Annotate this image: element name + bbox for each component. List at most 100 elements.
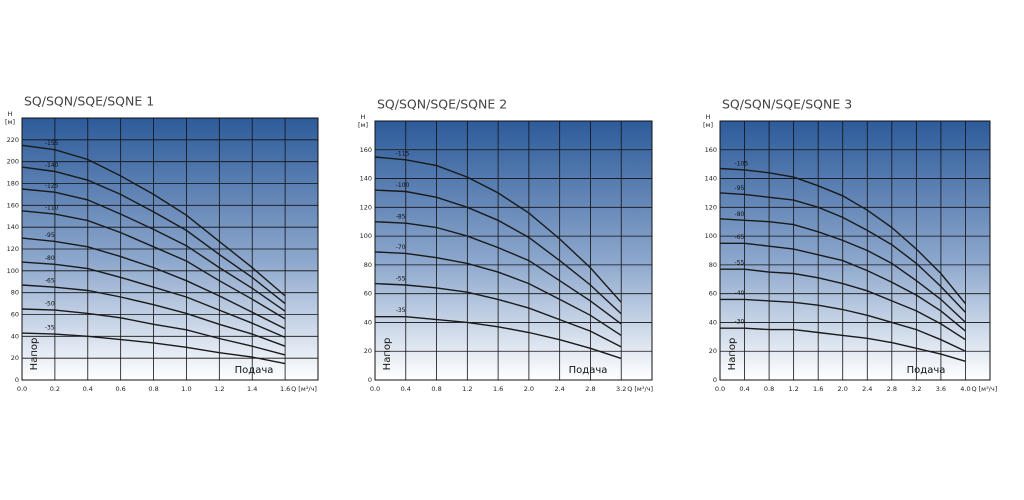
x-axis-label: Q [м³/ч] [627, 385, 653, 393]
curve-label: -40 [735, 290, 745, 297]
curve [720, 268, 966, 341]
curve [374, 282, 622, 348]
curve-label: -100 [396, 182, 410, 189]
y-tick-label: 180 [7, 180, 19, 188]
y-tick-label: 120 [7, 245, 19, 253]
curve [374, 221, 622, 325]
plot-border [719, 120, 991, 381]
curve-label: -95 [45, 232, 55, 239]
y-tick-label: 200 [7, 158, 19, 166]
curve [719, 167, 967, 305]
x-tick-label: 1.2 [788, 385, 798, 393]
plot-border [374, 120, 653, 381]
annotation: Напор [29, 338, 40, 371]
curve-label: -35 [45, 325, 55, 332]
y-tick-label: 20 [709, 347, 717, 355]
y-tick-label: 160 [360, 146, 372, 154]
x-tick-label: 1.6 [813, 385, 823, 393]
chart: SQ/SQN/SQE/SQNE 2 0 20 40 60 80 100 120 140 160 0.… [358, 97, 653, 394]
y-tick-label: 140 [360, 175, 372, 183]
chart-title: SQ/SQN/SQE/SQNE 2 [377, 97, 507, 112]
curve [719, 192, 967, 313]
y-tick-label: 80 [11, 289, 19, 297]
x-tick-label: 1.2 [462, 385, 472, 393]
x-tick-label: 0.0 [370, 385, 380, 393]
y-tick-label: 60 [11, 311, 19, 319]
y-tick-label: 40 [709, 318, 717, 326]
curve-label: -105 [735, 160, 749, 167]
annotation: Напор [382, 338, 393, 371]
curve [720, 327, 966, 362]
annotation: Подача [569, 365, 608, 376]
y-tick-label: 0 [368, 376, 372, 384]
x-tick-label: 2.0 [524, 385, 534, 393]
x-tick-label: 2.8 [887, 385, 897, 393]
x-tick-label: 0.4 [739, 385, 749, 393]
curve [374, 189, 622, 315]
y-tick-label: 160 [705, 146, 717, 154]
x-tick-label: 0.4 [83, 385, 93, 393]
y-tick-label: 100 [360, 232, 372, 240]
curve [21, 166, 286, 305]
curve-label: -140 [45, 162, 59, 169]
curve [21, 284, 286, 347]
x-tick-label: 0.8 [431, 385, 441, 393]
x-tick-label: 3.2 [616, 385, 626, 393]
curve [21, 210, 286, 320]
curve [21, 261, 286, 339]
plot-area [720, 121, 990, 380]
curve [21, 237, 286, 330]
curve [21, 332, 286, 365]
x-tick-label: 1.2 [214, 385, 224, 393]
chart: SQ/SQN/SQE/SQNE 3 0 20 40 60 80 100 120 140 160 0.… [703, 97, 997, 394]
x-tick-label: 1.4 [247, 385, 257, 393]
y-tick-label: 80 [364, 261, 372, 269]
y-tick-label: 60 [709, 290, 717, 298]
y-axis-unit: [м] [703, 121, 713, 129]
curve-label: -80 [735, 211, 745, 218]
curve-label: -70 [396, 244, 406, 251]
y-axis-unit: [м] [358, 121, 368, 129]
y-tick-label: 20 [11, 354, 19, 362]
curve [720, 242, 966, 332]
y-tick-label: 220 [7, 136, 19, 144]
x-tick-label: 0.0 [17, 385, 27, 393]
y-axis-label: H [706, 113, 711, 121]
curve-label: -110 [45, 205, 59, 212]
plot-area [375, 121, 652, 380]
x-tick-label: 1.6 [280, 385, 290, 393]
curve-label: -50 [45, 301, 55, 308]
y-tick-label: 100 [7, 267, 19, 275]
curve-label: -125 [45, 183, 59, 190]
y-tick-label: 20 [364, 347, 372, 355]
curve-label: -115 [396, 150, 410, 157]
curve-label: -95 [735, 185, 745, 192]
x-axis-label: Q [м³/ч] [971, 385, 997, 393]
y-axis-label: H [8, 110, 13, 118]
curve-label: -65 [45, 278, 55, 285]
curve [375, 316, 622, 360]
chart: SQ/SQN/SQE/SQNE 1 0 20 40 60 80 100 120 140 160 18… [5, 94, 319, 393]
y-axis-label: H [361, 113, 366, 121]
annotation: Подача [235, 365, 274, 376]
y-tick-label: 140 [7, 223, 19, 231]
y-tick-label: 100 [705, 232, 717, 240]
y-axis-unit: [м] [5, 118, 15, 126]
x-tick-label: 2.4 [554, 385, 564, 393]
curve-label: -65 [735, 234, 745, 241]
annotation: Напор [727, 338, 738, 371]
y-tick-label: 0 [15, 376, 19, 384]
x-axis-label: Q [м³/ч] [291, 385, 317, 393]
chart-title: SQ/SQN/SQE/SQNE 1 [24, 94, 154, 109]
curve [374, 251, 622, 336]
y-tick-label: 40 [11, 332, 19, 340]
y-tick-label: 0 [713, 376, 717, 384]
curve [719, 218, 966, 323]
plot-border [21, 117, 319, 381]
x-tick-label: 3.2 [911, 385, 921, 393]
y-tick-label: 40 [364, 318, 372, 326]
curve [21, 144, 286, 297]
curve-label: -155 [45, 140, 59, 147]
x-tick-label: 0.4 [401, 385, 411, 393]
chart-title: SQ/SQN/SQE/SQNE 3 [722, 97, 852, 112]
